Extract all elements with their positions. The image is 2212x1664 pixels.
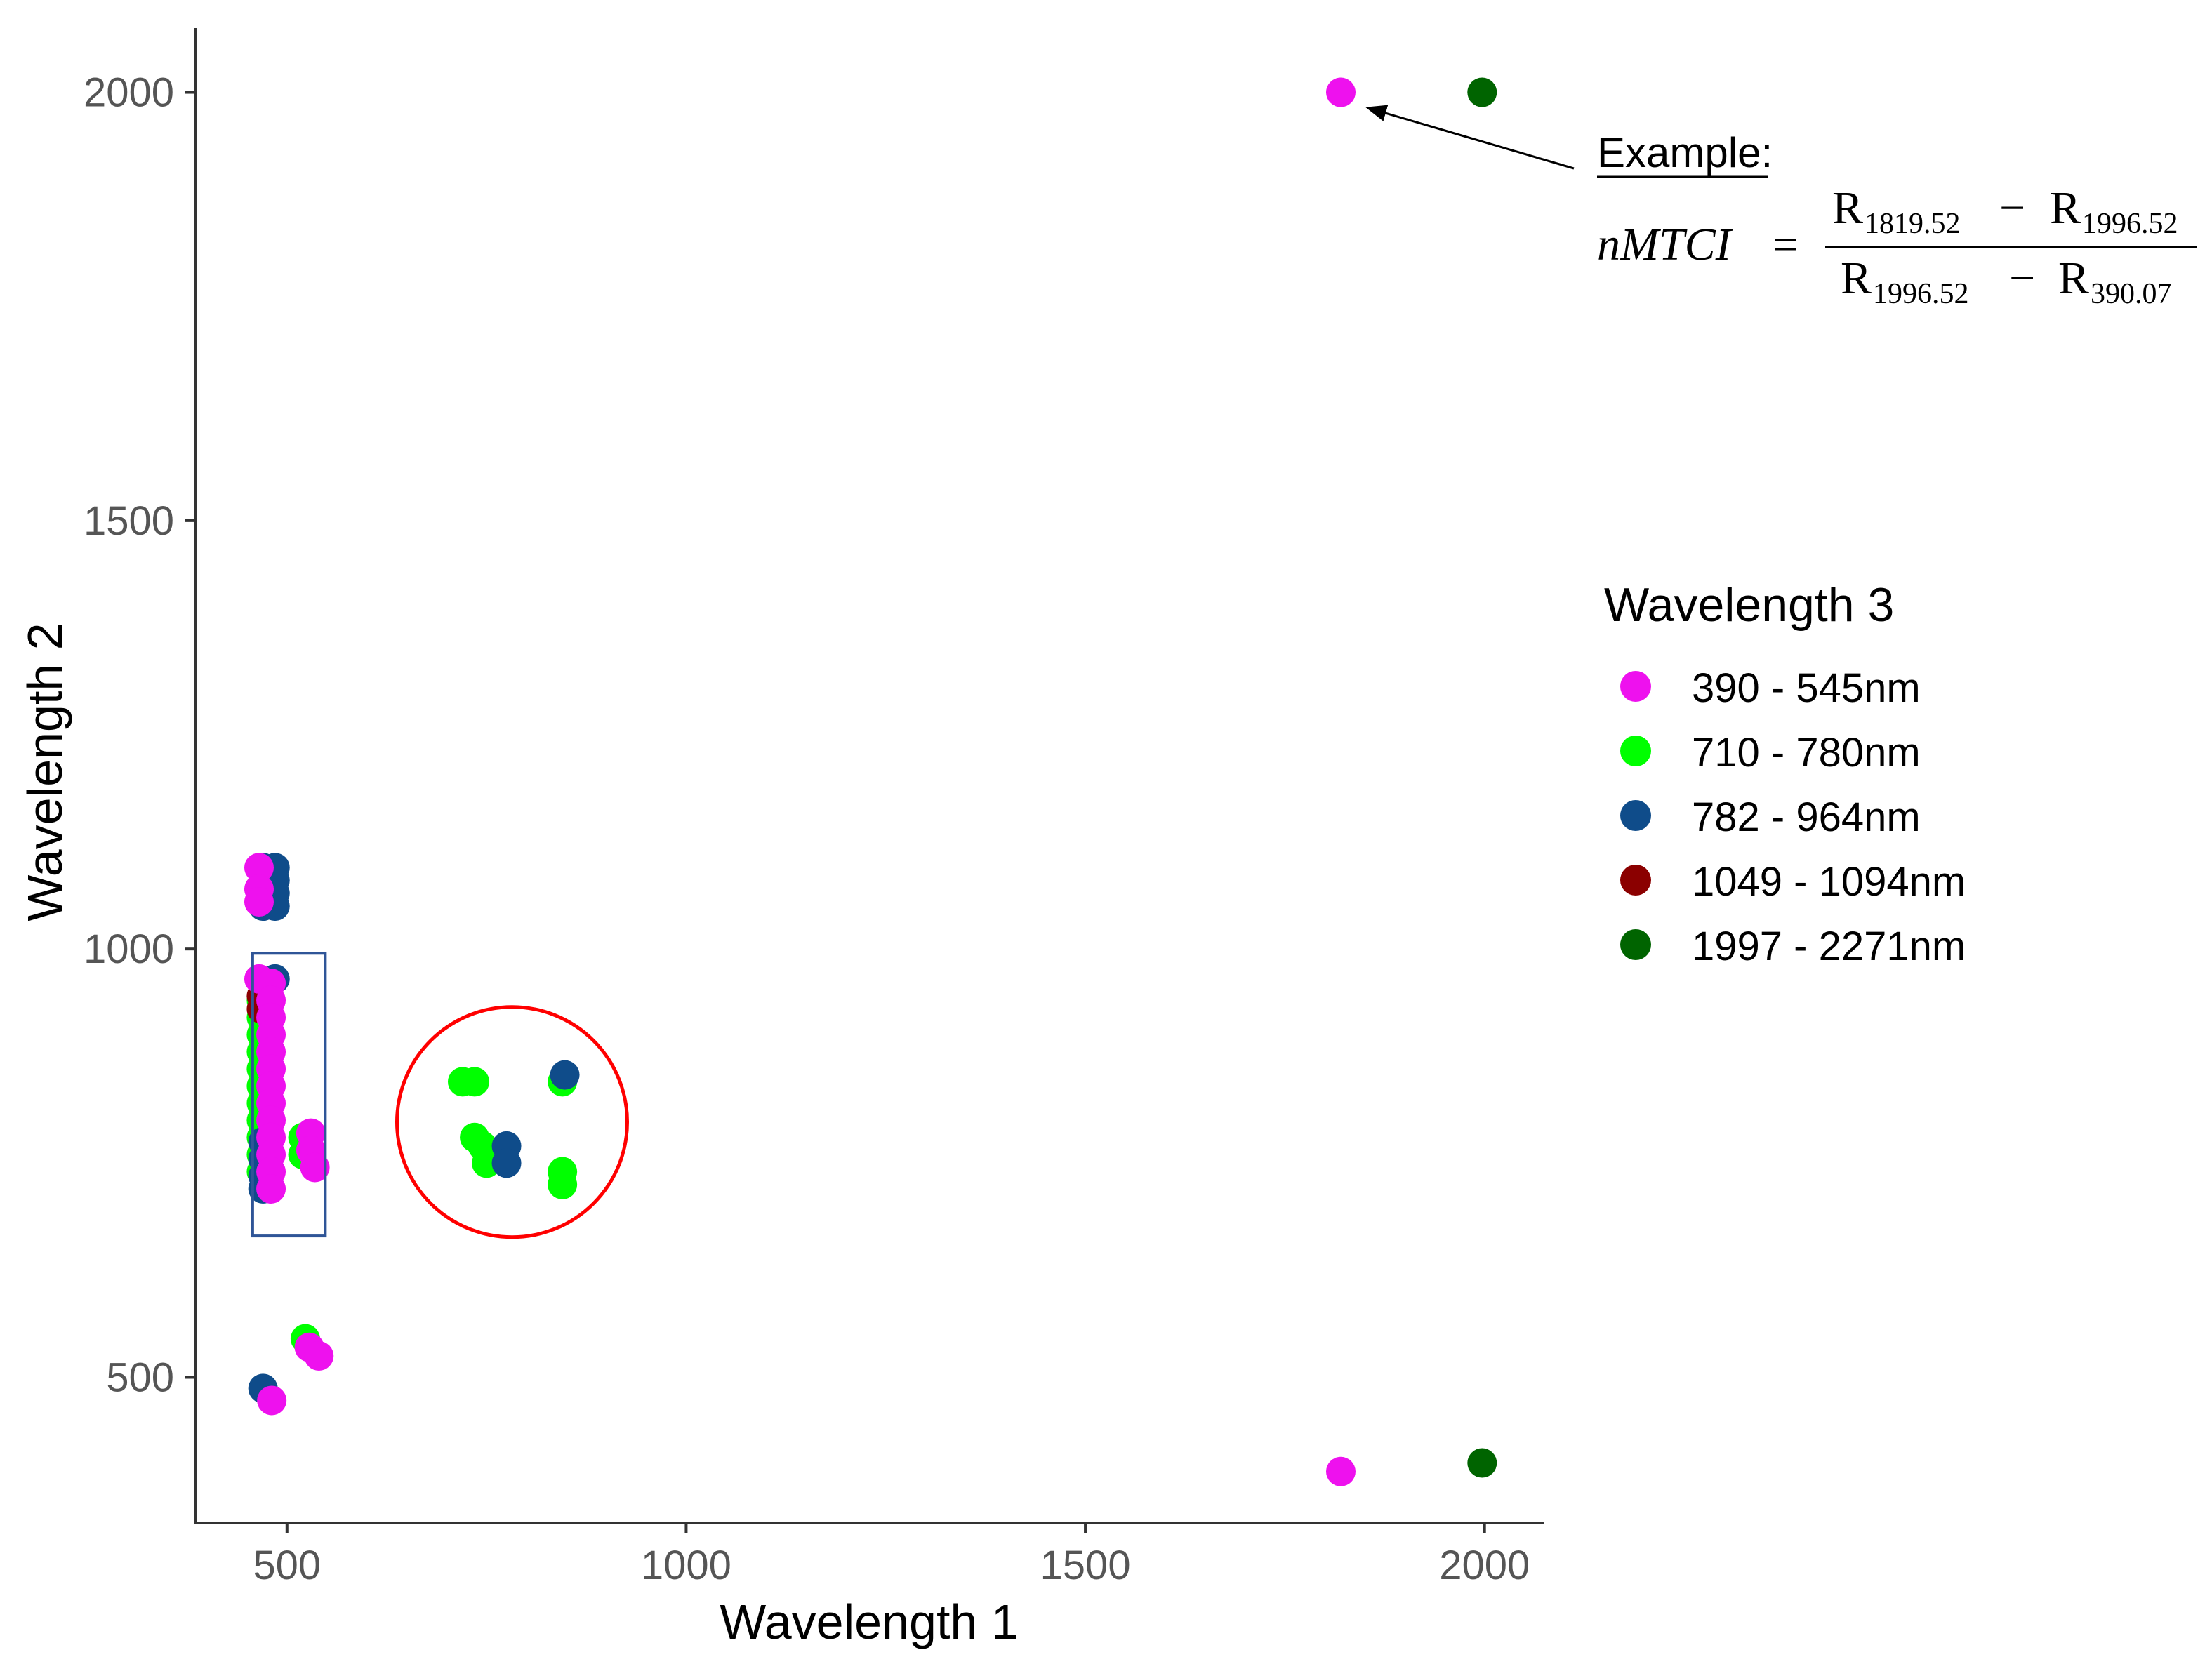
formula-denominator: R 1996.52 − R 390.07 xyxy=(1841,253,2172,310)
x-tick-label: 1000 xyxy=(641,1543,731,1588)
legend-label: 390 - 545nm xyxy=(1692,665,1921,711)
formula-lhs: nMTCI xyxy=(1597,219,1733,270)
formula-den-minus: − xyxy=(2009,253,2035,304)
legend-key xyxy=(1620,736,1651,766)
formula-num-sub2: 1996.52 xyxy=(2082,208,2178,240)
data-point xyxy=(244,853,274,883)
legend-entries: 390 - 545nm 710 - 780nm 782 - 964nm 1049 - … xyxy=(1620,665,1966,969)
data-point xyxy=(304,1340,334,1371)
legend: Wavelength 3 390 - 545nm 710 - 780nm 782 -… xyxy=(1604,578,1966,969)
formula-numerator: R 1819.52 − R 1996.52 xyxy=(1832,182,2178,240)
legend-key xyxy=(1620,865,1651,896)
highlight-circle xyxy=(395,1005,629,1239)
data-point xyxy=(1325,77,1356,107)
legend-key xyxy=(1620,929,1651,960)
formula-den-sub2: 390.07 xyxy=(2091,278,2172,310)
y-tick-label: 2000 xyxy=(84,70,174,116)
legend-key xyxy=(1620,800,1651,831)
data-point xyxy=(257,1385,287,1416)
annotation-example-label: Example: xyxy=(1597,129,1773,176)
x-tick-label: 2000 xyxy=(1439,1543,1530,1588)
legend-label: 1997 - 2271nm xyxy=(1692,924,1966,969)
data-points xyxy=(244,77,1497,1486)
formula-num-r2: R xyxy=(2050,182,2081,234)
data-point xyxy=(550,1060,580,1090)
y-tick-label: 1500 xyxy=(84,498,174,544)
data-point xyxy=(1467,1448,1497,1478)
data-point xyxy=(491,1148,522,1178)
x-tick-label: 1500 xyxy=(1040,1543,1131,1588)
legend-label: 1049 - 1094nm xyxy=(1692,859,1966,905)
formula-den-r1: R xyxy=(1841,253,1872,304)
y-axis-title: Wavelength 2 xyxy=(18,623,72,921)
formula-num-r1: R xyxy=(1832,182,1863,234)
data-point xyxy=(300,1152,330,1183)
x-tick-label: 500 xyxy=(253,1543,321,1588)
data-point xyxy=(244,887,274,917)
legend-label: 710 - 780nm xyxy=(1692,730,1921,776)
formula-den-r2: R xyxy=(2058,253,2089,304)
y-tick-label: 500 xyxy=(106,1355,174,1400)
annotation-arrow xyxy=(1365,105,1575,170)
formula-den-sub1: 1996.52 xyxy=(1873,278,1969,310)
y-tick-label: 1000 xyxy=(84,926,174,972)
legend-label: 782 - 964nm xyxy=(1692,794,1921,840)
formula-equals: = xyxy=(1773,219,1799,270)
x-axis-title: Wavelength 1 xyxy=(720,1595,1018,1649)
data-point xyxy=(256,1173,286,1204)
highlight-box xyxy=(251,952,327,1238)
data-point xyxy=(548,1169,578,1199)
axis-ticks: 500 1000 1500 2000 500 1000 1500 2000 xyxy=(84,70,1530,1588)
formula-num-minus: − xyxy=(1999,182,2025,234)
data-point xyxy=(1325,1456,1356,1486)
data-point xyxy=(1467,77,1497,107)
formula-num-sub1: 1819.52 xyxy=(1865,208,1961,240)
legend-title: Wavelength 3 xyxy=(1604,578,1894,632)
data-point xyxy=(460,1067,490,1097)
legend-key xyxy=(1620,671,1651,702)
